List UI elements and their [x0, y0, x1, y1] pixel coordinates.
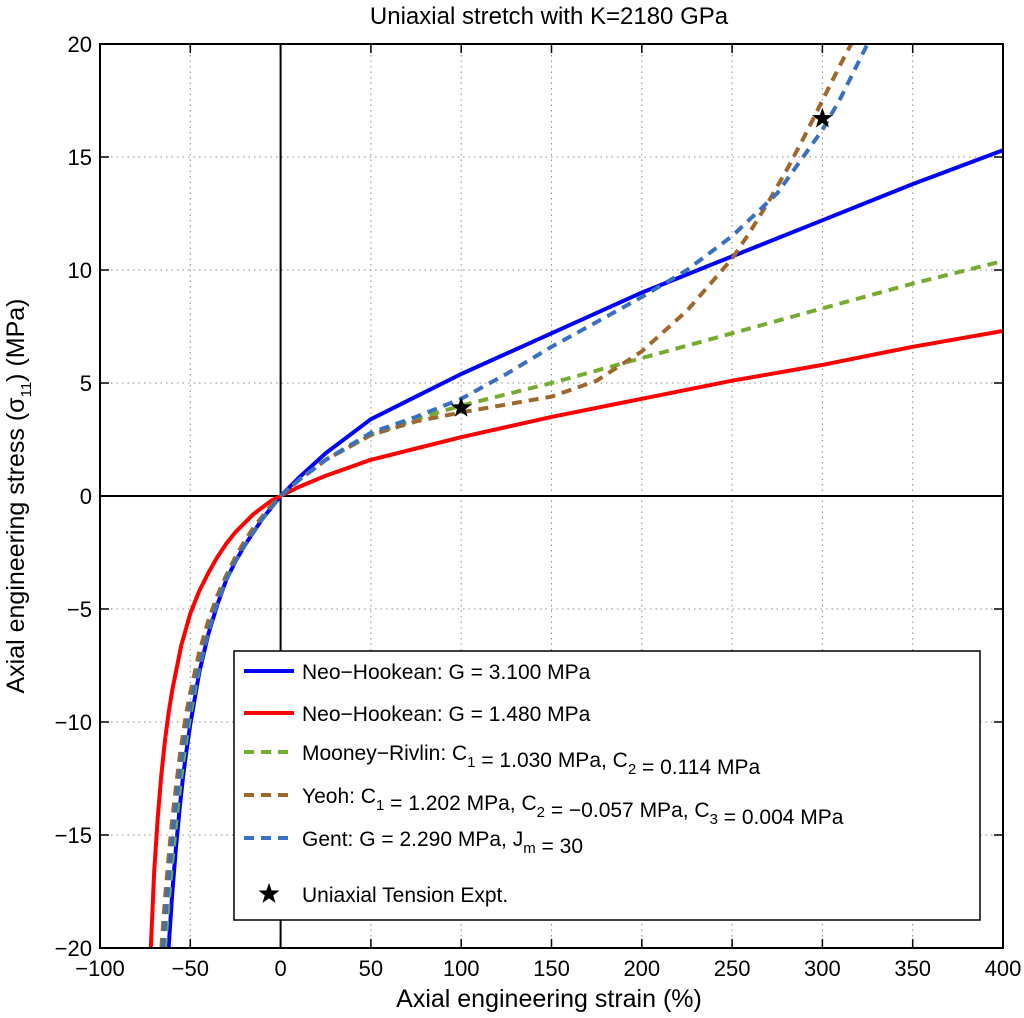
- legend-subscript: 1: [376, 797, 384, 814]
- x-tick-label: 50: [359, 956, 383, 981]
- y-tick-label: 20: [68, 32, 92, 57]
- x-tick-label: 0: [274, 956, 286, 981]
- legend-text-part: = −0.057 MPa, C: [545, 799, 710, 822]
- series-layer: [148, 44, 1003, 948]
- legend-box: [233, 650, 981, 921]
- experiment-star-marker: [811, 107, 833, 128]
- legend: Neo−Hookean: G = 3.100 MPa Neo−Hookean: G…: [233, 650, 981, 921]
- y-axis-title-end: ) (MPa): [2, 298, 30, 381]
- experiment-star-marker: [450, 396, 472, 417]
- legend-subscript: 3: [710, 811, 718, 828]
- legend-subscript: 2: [537, 804, 545, 821]
- neo-hookean-1480-line: [148, 329, 1003, 948]
- x-tick-label: 350: [894, 956, 931, 981]
- legend-text-part: = 30: [536, 835, 583, 858]
- legend-experiment-swatch: [258, 883, 280, 903]
- x-tick-label: 200: [623, 956, 660, 981]
- plot-frame: [99, 43, 1004, 949]
- y-axis-title-main: Axial engineering stress (σ: [2, 397, 30, 694]
- y-tick-label: −20: [55, 936, 92, 961]
- y-tick-label: 0: [80, 484, 92, 509]
- yeoh-line: [159, 44, 854, 948]
- y-tick-label: 15: [68, 145, 92, 170]
- y-tick-label: −15: [55, 823, 92, 848]
- marker-layer: [450, 107, 833, 417]
- x-tick-label: −100: [75, 956, 125, 981]
- y-tick-label: −5: [67, 597, 92, 622]
- legend-gent-label: Gent: G = 2.290 MPa, Jm = 30: [302, 828, 583, 858]
- legend-subscript: 1: [467, 754, 475, 771]
- legend-subscript: m: [523, 840, 536, 857]
- legend-experiment-label: Uniaxial Tension Expt.: [302, 884, 508, 907]
- legend-text-part: Neo−Hookean: G = 3.100 MPa: [302, 661, 591, 684]
- y-tick-label: 10: [68, 258, 92, 283]
- legend-mooney-rivlin-label: Mooney−Rivlin: C1 = 1.030 MPa, C2 = 0.11…: [302, 742, 760, 779]
- legend-text-part: Gent: G = 2.290 MPa, J: [302, 828, 523, 851]
- chart-title: Uniaxial stretch with K=2180 GPa: [370, 3, 729, 30]
- x-tick-label: 150: [533, 956, 570, 981]
- legend-text-part: = 1.202 MPa, C: [384, 792, 536, 815]
- ticks-layer: −100 −50 0 50 100 150 200 250 300 350 400−20−15−10…: [55, 32, 1022, 981]
- x-tick-label: −50: [172, 956, 209, 981]
- legend-subscript: 2: [628, 761, 636, 778]
- neo-hookean-3100-line: [166, 148, 1003, 948]
- y-tick-label: −10: [55, 710, 92, 735]
- y-tick-label: 5: [80, 371, 92, 396]
- x-tick-label: 300: [804, 956, 841, 981]
- legend-text-part: = 0.004 MPa: [718, 806, 844, 829]
- y-axis-title-sub: 11: [18, 382, 35, 398]
- legend-text-part: Uniaxial Tension Expt.: [302, 884, 508, 907]
- legend-entries: Neo−Hookean: G = 3.100 MPa Neo−Hookean: G…: [244, 661, 844, 907]
- legend-text-part: = 1.030 MPa, C: [476, 749, 628, 772]
- x-tick-label: 250: [714, 956, 751, 981]
- legend-text-part: Yeoh: C: [302, 785, 376, 808]
- legend-neo-hookean-3100-label: Neo−Hookean: G = 3.100 MPa: [302, 661, 591, 684]
- y-axis-title: Axial engineering stress (σ11) (MPa): [2, 298, 35, 693]
- gent-line: [161, 44, 870, 948]
- x-tick-label: 100: [443, 956, 480, 981]
- legend-yeoh-label: Yeoh: C1 = 1.202 MPa, C2 = −0.057 MPa, C…: [302, 785, 844, 829]
- legend-text-part: Neo−Hookean: G = 1.480 MPa: [302, 703, 591, 726]
- legend-text-part: Mooney−Rivlin: C: [302, 742, 467, 765]
- x-tick-label: 400: [985, 956, 1022, 981]
- legend-neo-hookean-1480-label: Neo−Hookean: G = 1.480 MPa: [302, 703, 591, 726]
- x-axis-title: Axial engineering strain (%): [396, 985, 702, 1013]
- legend-text-part: = 0.114 MPa: [636, 756, 760, 779]
